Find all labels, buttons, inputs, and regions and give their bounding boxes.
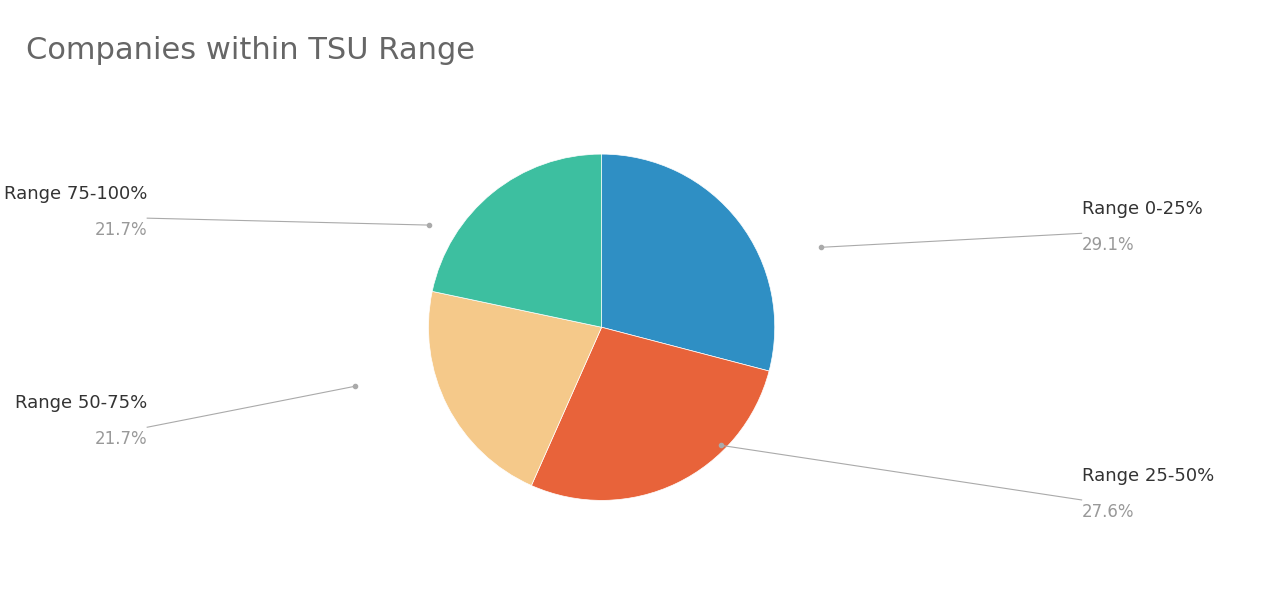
Text: Range 75-100%: Range 75-100% <box>4 185 147 203</box>
Text: Companies within TSU Range: Companies within TSU Range <box>26 36 475 65</box>
Text: 29.1%: 29.1% <box>1082 236 1134 255</box>
Wedge shape <box>429 291 602 485</box>
Text: Range 25-50%: Range 25-50% <box>1082 467 1213 485</box>
Text: 27.6%: 27.6% <box>1082 503 1134 521</box>
Wedge shape <box>531 327 769 501</box>
Wedge shape <box>602 154 774 371</box>
Wedge shape <box>433 154 602 327</box>
Text: 21.7%: 21.7% <box>95 430 147 448</box>
Text: Range 50-75%: Range 50-75% <box>15 394 147 412</box>
Text: Range 0-25%: Range 0-25% <box>1082 200 1202 218</box>
Text: 21.7%: 21.7% <box>95 221 147 239</box>
